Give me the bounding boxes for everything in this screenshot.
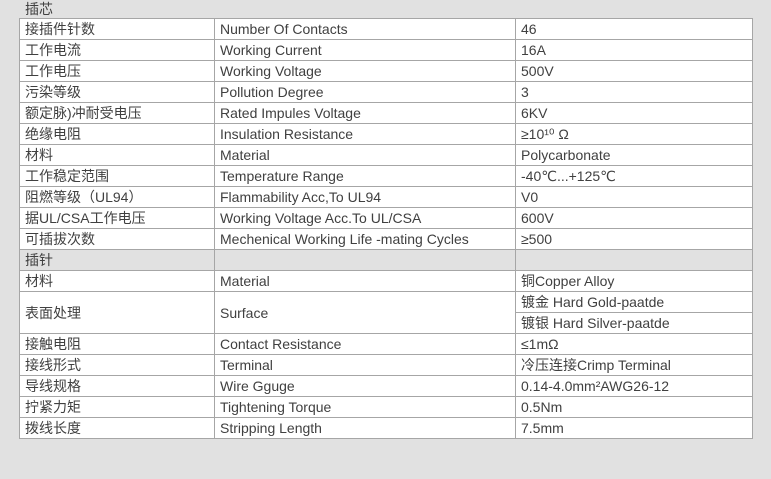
spec-row: 绝缘电阻 Insulation Resistance ≥10¹⁰ Ω	[19, 123, 753, 145]
spec-label-en: Material	[214, 270, 516, 292]
spec-value: 铜Copper Alloy	[515, 270, 753, 292]
spec-label-cn: 工作稳定范围	[19, 165, 215, 187]
spec-label-cn: 拨线长度	[19, 417, 215, 439]
spec-label-en: Material	[214, 144, 516, 166]
spec-row: 导线规格 Wire Gguge 0.14-4.0mm²AWG26-12	[19, 375, 753, 397]
spec-row: 污染等级 Pollution Degree 3	[19, 81, 753, 103]
spec-value: V0	[515, 186, 753, 208]
spec-row: 镀银 Hard Silver-paatde	[20, 312, 753, 334]
spec-value: ≥500	[515, 228, 753, 250]
spec-row: 可插拔次数 Mechenical Working Life -mating Cyc…	[19, 228, 753, 250]
spec-value: 500V	[515, 60, 753, 82]
spec-label-en: Mechenical Working Life -mating Cycles	[214, 228, 516, 250]
spec-row: 材料 Material Polycarbonate	[19, 144, 753, 166]
spec-label-en: Wire Gguge	[214, 375, 516, 397]
spec-label-cn: 接插件针数	[19, 18, 215, 40]
spec-row: 材料 Material 铜Copper Alloy	[19, 270, 753, 292]
spec-value: Polycarbonate	[515, 144, 753, 166]
spec-label-en: Working Voltage	[214, 60, 516, 82]
section-row: 插针	[19, 249, 753, 271]
spec-row: 接触电阻 Contact Resistance ≤1mΩ	[19, 333, 753, 355]
spec-value: 3	[515, 81, 753, 103]
spec-value: 7.5mm	[515, 417, 753, 439]
spec-row: 接线形式 Terminal 冷压连接Crimp Terminal	[19, 354, 753, 376]
spec-value: 0.5Nm	[515, 396, 753, 418]
spec-label-cn: 工作电流	[19, 39, 215, 61]
spec-row: 据UL/CSA工作电压 Working Voltage Acc.To UL/CSA…	[19, 207, 753, 229]
spec-value: 冷压连接Crimp Terminal	[515, 354, 753, 376]
spec-label-cn: 可插拔次数	[19, 228, 215, 250]
spec-label-cn: 表面处理	[19, 291, 215, 334]
section-row-empty-cell	[214, 249, 516, 271]
spec-label-cn: 据UL/CSA工作电压	[19, 207, 215, 229]
spec-label-en: Number Of Contacts	[214, 18, 516, 40]
spec-label-cn: 导线规格	[19, 375, 215, 397]
spec-label-cn: 拧紧力矩	[19, 396, 215, 418]
spec-label-cn: 污染等级	[19, 81, 215, 103]
spec-label-en: Terminal	[214, 354, 516, 376]
spec-label-en: Temperature Range	[214, 165, 516, 187]
spec-row: 拧紧力矩 Tightening Torque 0.5Nm	[19, 396, 753, 418]
spec-value: 46	[515, 18, 753, 40]
spec-row: 额定脉)冲耐受电压 Rated Impules Voltage 6KV	[19, 102, 753, 124]
spec-value: 600V	[515, 207, 753, 229]
spec-label-en: Flammability Acc,To UL94	[214, 186, 516, 208]
spec-label-en: Surface	[214, 291, 516, 334]
spec-value: ≥10¹⁰ Ω	[515, 123, 753, 145]
spec-value: 0.14-4.0mm²AWG26-12	[515, 375, 753, 397]
spec-label-en: Stripping Length	[214, 417, 516, 439]
spec-label-cn: 接线形式	[19, 354, 215, 376]
spec-table: 接插件针数 Number Of Contacts 46 工作电流 Working Cur…	[19, 18, 753, 439]
spec-value: 6KV	[515, 102, 753, 124]
spec-row: 阻燃等级（UL94） Flammability Acc,To UL94 V0	[19, 186, 753, 208]
spec-row: 工作电流 Working Current 16A	[19, 39, 753, 61]
spec-row: 表面处理 Surface 镀金 Hard Gold-paatde	[19, 291, 753, 334]
section-title-insert-core: 插芯	[25, 1, 53, 17]
section-row-title: 插针	[19, 249, 215, 271]
spec-label-en: Tightening Torque	[214, 396, 516, 418]
spec-label-cn: 额定脉)冲耐受电压	[19, 102, 215, 124]
spec-label-en: Working Voltage Acc.To UL/CSA	[214, 207, 516, 229]
spec-label-en: Insulation Resistance	[214, 123, 516, 145]
spec-label-cn: 绝缘电阻	[19, 123, 215, 145]
section-row-empty-cell	[515, 249, 753, 271]
spec-label-en: Working Current	[214, 39, 516, 61]
spec-value: 镀银 Hard Silver-paatde	[515, 312, 753, 334]
spec-label-en: Rated Impules Voltage	[214, 102, 516, 124]
spec-value: 16A	[515, 39, 753, 61]
spec-label-cn: 材料	[19, 144, 215, 166]
spec-row: 接插件针数 Number Of Contacts 46	[19, 18, 753, 40]
spec-value: ≤1mΩ	[515, 333, 753, 355]
spec-row: 工作稳定范围 Temperature Range -40℃...+125℃	[19, 165, 753, 187]
spec-label-cn: 接触电阻	[19, 333, 215, 355]
spec-label-cn: 材料	[19, 270, 215, 292]
spec-label-en: Pollution Degree	[214, 81, 516, 103]
spec-value: -40℃...+125℃	[515, 165, 753, 187]
spec-label-en: Contact Resistance	[214, 333, 516, 355]
spec-row: 工作电压 Working Voltage 500V	[19, 60, 753, 82]
spec-label-cn: 阻燃等级（UL94）	[19, 186, 215, 208]
spec-value: 镀金 Hard Gold-paatde	[515, 291, 753, 313]
spec-label-cn: 工作电压	[19, 60, 215, 82]
spec-row: 拨线长度 Stripping Length 7.5mm	[19, 417, 753, 439]
